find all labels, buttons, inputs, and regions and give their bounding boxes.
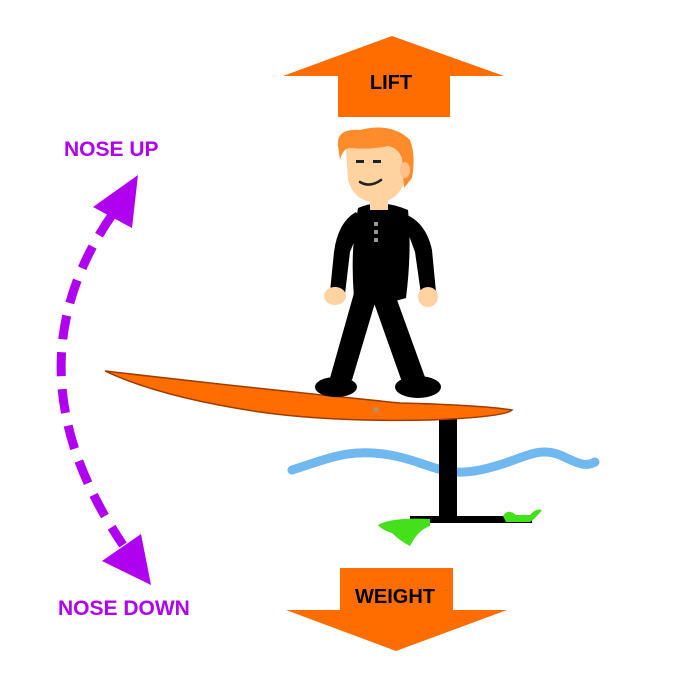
rider-right-leg — [368, 286, 426, 382]
rider-face — [345, 137, 407, 203]
shirt-button — [374, 238, 378, 242]
front-foil-wing — [378, 518, 430, 546]
shirt-button — [374, 230, 378, 234]
board-center-mark — [373, 407, 379, 413]
rider-right-hand — [418, 287, 438, 307]
foil-mast — [439, 418, 457, 522]
weight-label: WEIGHT — [355, 586, 435, 608]
nose-down-label: NOSE DOWN — [58, 597, 190, 620]
rider-right-arm — [398, 212, 436, 294]
lift-label: LIFT — [369, 72, 413, 94]
rider-right-shoe — [395, 376, 441, 398]
shirt-button — [374, 222, 378, 226]
rider-eye — [373, 160, 381, 163]
rider-ear — [400, 162, 410, 178]
rider-left-leg — [330, 286, 380, 380]
rider-left-arm — [330, 212, 362, 294]
board — [104, 370, 514, 422]
pitch-arc — [56, 212, 127, 548]
rider-torso — [352, 203, 410, 302]
water-wave — [287, 447, 600, 477]
lift-arrow — [283, 36, 504, 117]
nose-down-arrowhead — [102, 534, 151, 585]
rider-hair — [337, 127, 414, 188]
rear-stabilizer — [503, 509, 542, 522]
rider-left-shoe — [315, 377, 357, 397]
rider-eye — [356, 160, 364, 163]
rider-left-hand — [324, 287, 346, 305]
foil-fuselage — [410, 516, 532, 523]
weight-arrow — [286, 568, 507, 651]
rider-smile — [358, 178, 383, 186]
nose-up-arrowhead — [93, 175, 138, 228]
nose-up-label: NOSE UP — [64, 138, 159, 161]
